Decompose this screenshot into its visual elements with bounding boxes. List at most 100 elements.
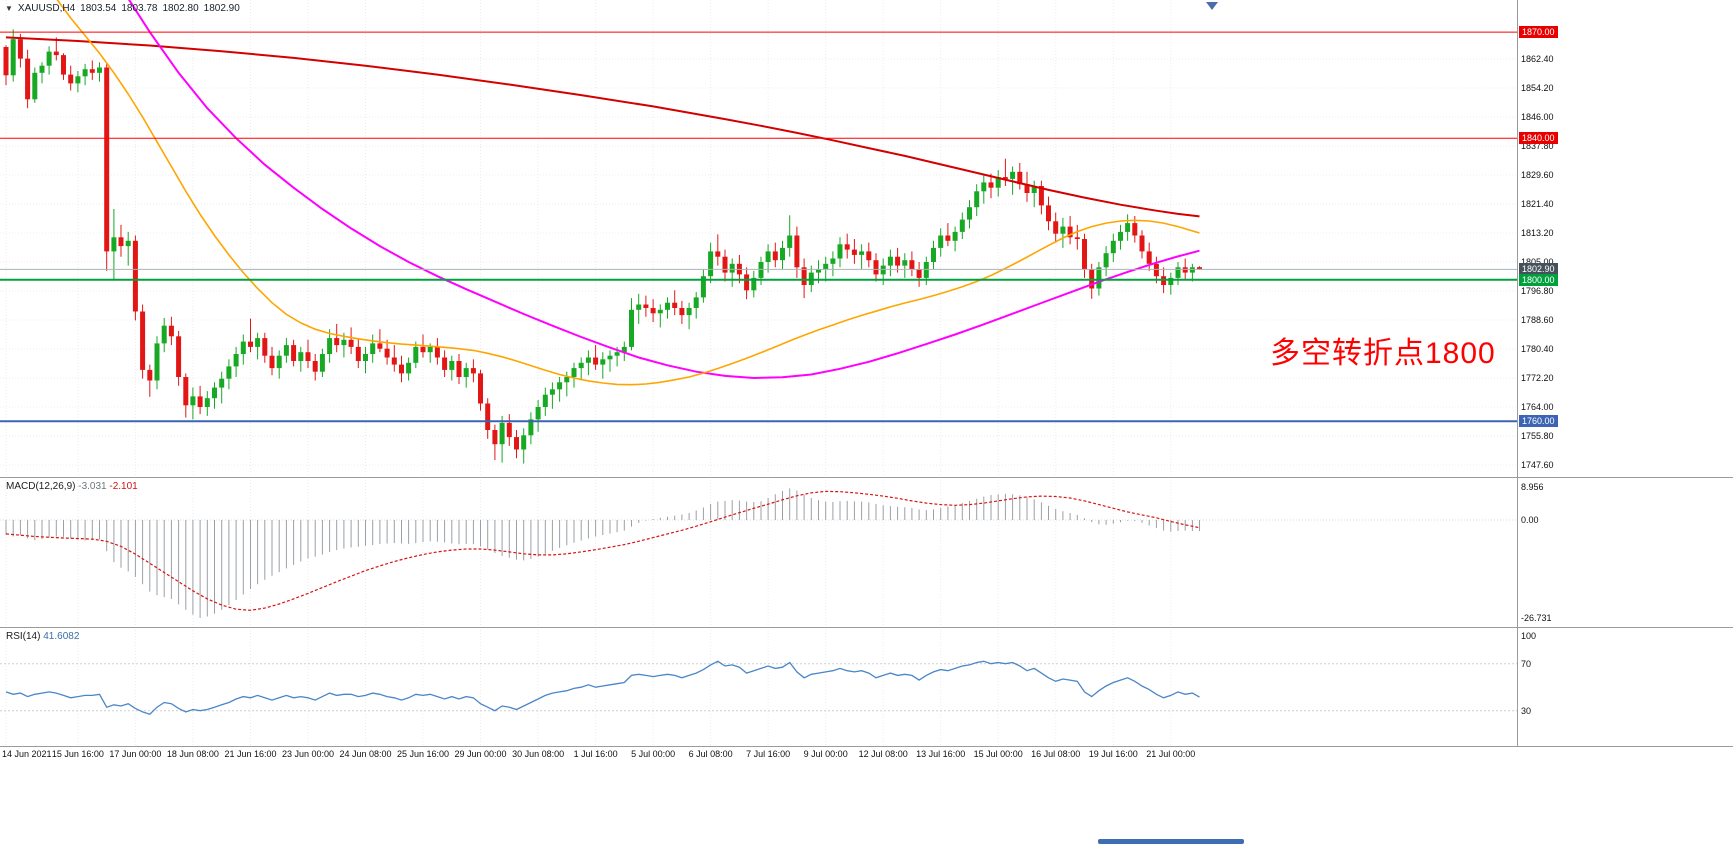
candle-body bbox=[938, 235, 944, 248]
candle-body bbox=[916, 269, 922, 278]
candle-body bbox=[700, 276, 706, 298]
candle-body bbox=[1103, 253, 1109, 268]
candle-body bbox=[629, 309, 634, 347]
candle-body bbox=[859, 251, 865, 255]
candle-body bbox=[255, 338, 261, 347]
candle-body bbox=[298, 352, 304, 361]
candle-body bbox=[53, 51, 59, 56]
candle-body bbox=[269, 355, 275, 369]
candle-body bbox=[406, 362, 412, 374]
candle-body bbox=[355, 346, 361, 361]
ohlc-low-value: 1802.80 bbox=[162, 3, 199, 14]
candle-body bbox=[413, 346, 419, 363]
candle-body bbox=[744, 274, 750, 291]
candle-body bbox=[873, 260, 879, 275]
candle-body bbox=[363, 354, 368, 361]
candle-body bbox=[39, 65, 45, 73]
candle-body bbox=[499, 422, 505, 445]
candle-body bbox=[1002, 177, 1008, 179]
candle-body bbox=[68, 74, 74, 84]
candle-body bbox=[780, 247, 785, 261]
candle-body bbox=[909, 260, 915, 270]
candle-body bbox=[679, 308, 685, 316]
candle-body bbox=[327, 338, 333, 354]
candle-body bbox=[542, 394, 548, 407]
candle-body bbox=[650, 308, 656, 314]
candle-body bbox=[521, 435, 527, 450]
candle-body bbox=[478, 373, 483, 404]
candle-body bbox=[291, 345, 297, 361]
candle-body bbox=[32, 72, 38, 100]
candle-body bbox=[751, 277, 757, 291]
candle-body bbox=[399, 364, 404, 374]
ma-mid-magenta-line bbox=[127, 0, 1200, 380]
candle-body bbox=[967, 207, 972, 220]
candle-body bbox=[665, 302, 670, 310]
candle-body bbox=[168, 325, 174, 337]
candle-body bbox=[657, 309, 663, 314]
candle-body bbox=[1182, 267, 1188, 273]
candle-body bbox=[1125, 223, 1131, 232]
candle-body bbox=[370, 343, 376, 354]
ohlc-close-value: 1802.90 bbox=[203, 3, 240, 14]
bull-bear-pivot-annotation: 多空转折点1800 bbox=[1270, 337, 1496, 370]
candle-body bbox=[1031, 186, 1037, 193]
candle-body bbox=[1189, 267, 1195, 273]
candle-body bbox=[1153, 263, 1159, 277]
candle-body bbox=[125, 240, 131, 247]
candle-body bbox=[693, 297, 699, 308]
candle-body bbox=[528, 419, 534, 436]
candle-body bbox=[442, 357, 448, 370]
macd-name: MACD(12,26,9) bbox=[6, 481, 76, 492]
candle-body bbox=[974, 191, 980, 208]
candle-body bbox=[1132, 223, 1138, 236]
candle-body bbox=[276, 355, 282, 369]
candle-body bbox=[1067, 226, 1073, 238]
candle-body bbox=[535, 407, 541, 420]
candle-body bbox=[197, 396, 203, 407]
candle-body bbox=[895, 256, 901, 266]
candle-body bbox=[600, 359, 606, 365]
candle-body bbox=[959, 219, 965, 232]
candle-body bbox=[240, 341, 246, 354]
candle-body bbox=[1175, 267, 1181, 278]
candle-body bbox=[995, 177, 1001, 188]
candle-body bbox=[578, 362, 584, 369]
chart-shift-marker-icon[interactable] bbox=[1206, 2, 1218, 10]
candle-body bbox=[823, 263, 829, 270]
candle-body bbox=[154, 343, 160, 381]
candle-body bbox=[434, 346, 440, 358]
candle-body bbox=[132, 240, 138, 312]
candle-body bbox=[585, 357, 591, 363]
candle-body bbox=[923, 262, 929, 278]
candle-body bbox=[248, 341, 253, 347]
candle-body bbox=[1046, 205, 1051, 222]
candle-body bbox=[729, 263, 735, 273]
chart-title-ohlc: ▼ XAUUSD,H4 1803.54 1803.78 1802.80 1802… bbox=[5, 3, 240, 14]
candle-body bbox=[10, 39, 16, 76]
candle-body bbox=[147, 369, 153, 381]
candle-body bbox=[1060, 226, 1066, 234]
candle-body bbox=[233, 354, 239, 367]
candle-body bbox=[708, 251, 714, 277]
candle-body bbox=[1082, 239, 1087, 270]
candle-body bbox=[463, 368, 469, 377]
ohlc-high-value: 1803.78 bbox=[121, 3, 158, 14]
macd-indicator-label: MACD(12,26,9) -3.031 -2.101 bbox=[6, 481, 138, 492]
candle-body bbox=[931, 247, 936, 262]
candle-body bbox=[391, 357, 397, 365]
candle-body bbox=[312, 361, 318, 372]
candle-body bbox=[1024, 184, 1030, 193]
candle-body bbox=[82, 69, 88, 77]
candle-body bbox=[75, 76, 81, 84]
candle-body bbox=[514, 437, 519, 450]
symbol-dropdown-icon[interactable]: ▼ bbox=[5, 4, 13, 13]
candle-body bbox=[794, 235, 800, 268]
candle-body bbox=[226, 366, 232, 379]
candle-body bbox=[506, 422, 512, 438]
candle-body bbox=[17, 39, 23, 59]
candle-body bbox=[25, 58, 31, 100]
candle-body bbox=[46, 51, 52, 66]
horizontal-scrollbar-thumb[interactable] bbox=[1098, 839, 1244, 844]
